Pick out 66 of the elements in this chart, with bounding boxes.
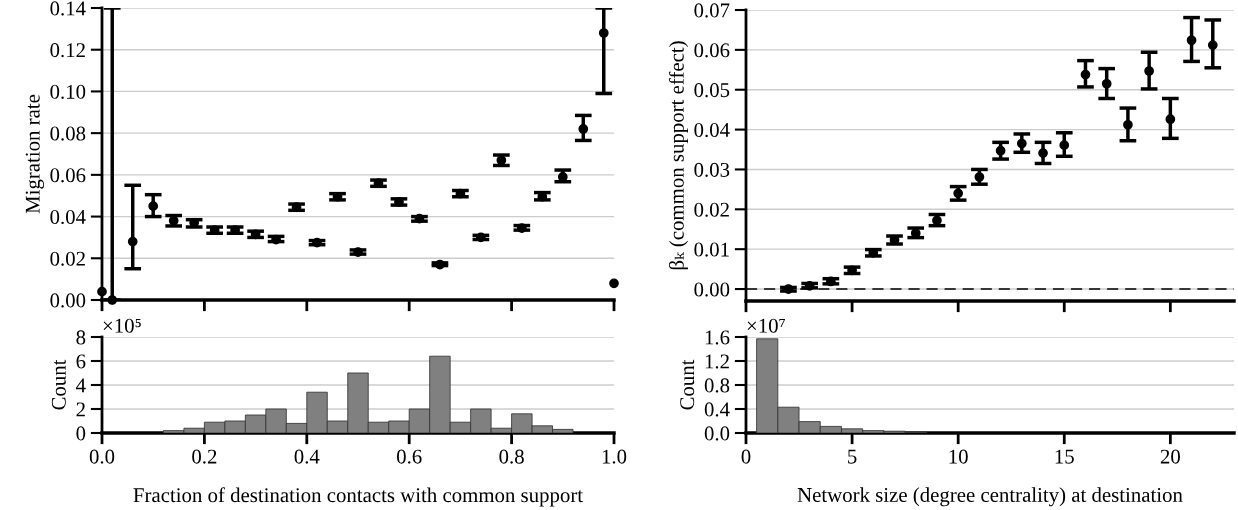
x-tick-label: 10 <box>949 449 968 464</box>
x-axis-title: Fraction of destination contacts with common support <box>133 487 583 507</box>
y-tick-label: 0.10 <box>50 84 86 99</box>
point <box>1144 66 1154 76</box>
x-tick-label: 20 <box>1160 449 1180 464</box>
x-axis-title: Network size (degree centrality) at destination <box>797 487 1183 507</box>
y-tick-label: 0.04 <box>694 122 730 138</box>
point <box>995 145 1006 156</box>
x-tick-label: 0.4 <box>294 449 320 464</box>
y-tick-label: 4 <box>76 378 86 393</box>
y-tick-label: 0.00 <box>694 282 730 297</box>
point <box>598 28 609 38</box>
y-tick-label: 0.03 <box>694 162 730 177</box>
y-tick-label: 0.06 <box>50 168 86 183</box>
y-tick-label: 0.01 <box>694 242 729 257</box>
y-axis-title: Migration rate <box>25 94 45 214</box>
y-tick-label: 1.2 <box>705 354 729 369</box>
point <box>1080 69 1091 80</box>
point <box>1059 140 1070 150</box>
y-axis-title: Count <box>51 359 66 410</box>
point <box>953 188 964 199</box>
x-tick-label: 1.0 <box>602 449 627 464</box>
y-tick-label: 2 <box>76 402 85 417</box>
y-axis-title: Count <box>680 359 695 410</box>
text: ×10⁵ <box>103 318 141 333</box>
x-tick-label: 0 <box>741 449 751 464</box>
y-tick-label: 0.08 <box>50 126 86 141</box>
y-tick-label: 0 <box>76 426 86 441</box>
point <box>578 124 589 134</box>
y-tick-label: 1.6 <box>705 330 730 345</box>
point <box>609 278 619 289</box>
point <box>1016 138 1027 149</box>
point <box>107 295 118 305</box>
text: ×10⁷ <box>747 318 785 333</box>
x-tick-label: 0.8 <box>499 449 524 464</box>
point <box>1165 114 1176 125</box>
y-tick-label: 6 <box>76 354 86 369</box>
y-tick-label: 8 <box>76 330 86 345</box>
x-tick-label: 0.6 <box>396 449 422 464</box>
y-axis-title: βₖ (common support effect) <box>668 41 689 270</box>
y-tick-label: 0.05 <box>694 83 730 98</box>
y-tick-label: 0.04 <box>50 209 86 225</box>
point <box>1038 148 1048 158</box>
point <box>97 286 107 297</box>
y-tick-label: 0.02 <box>50 251 85 266</box>
point <box>1207 40 1218 50</box>
x-tick-label: 0.0 <box>89 449 115 464</box>
point <box>1186 35 1197 46</box>
x-tick-label: 15 <box>1055 449 1074 464</box>
y-tick-label: 0.07 <box>694 3 730 18</box>
y-tick-label: 0.02 <box>694 202 729 217</box>
y-tick-label: 0.0 <box>704 426 730 441</box>
y-tick-label: 0.4 <box>704 402 730 417</box>
point <box>435 259 445 270</box>
x-tick-label: 0.2 <box>192 449 217 464</box>
point <box>1123 119 1133 130</box>
y-tick-label: 0.8 <box>704 378 730 393</box>
point <box>516 223 527 233</box>
point <box>127 236 138 247</box>
x-tick-label: 5 <box>848 449 857 464</box>
y-tick-label: 0.00 <box>50 293 86 308</box>
y-tick-label: 0.06 <box>694 43 730 58</box>
y-tick-label: 0.14 <box>50 1 86 16</box>
point <box>148 201 159 212</box>
y-tick-label: 0.12 <box>50 43 85 58</box>
point <box>1101 78 1112 89</box>
